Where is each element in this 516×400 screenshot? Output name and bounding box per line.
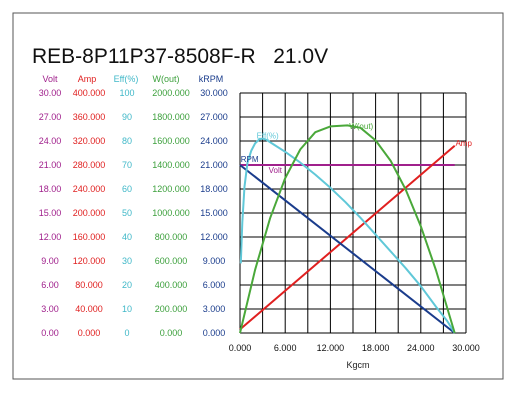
y-tick-label-wout: 400.000 [155,280,188,290]
y-tick-label-volt: 27.00 [39,112,62,122]
y-tick-label-eff: 80 [122,136,132,146]
y-tick-label-eff: 40 [122,232,132,242]
y-tick-label-wout: 1200.000 [152,184,190,194]
y-tick-label-wout: 200.000 [155,304,188,314]
y-tick-label-krpm: 27.000 [200,112,228,122]
y-tick-label-volt: 18.00 [39,184,62,194]
y-tick-label-amp: 0.000 [78,328,101,338]
y-tick-label-amp: 200.000 [73,208,106,218]
y-tick-label-wout: 800.000 [155,232,188,242]
y-tick-label-eff: 100 [119,88,134,98]
y-tick-label-eff: 30 [122,256,132,266]
y-tick-label-volt: 9.00 [41,256,59,266]
x-axis-label: Kgcm [346,360,369,370]
y-tick-label-amp: 120.000 [73,256,106,266]
y-header-volt: Volt [42,74,58,84]
y-tick-label-krpm: 21.000 [200,160,228,170]
y-tick-label-wout: 1800.000 [152,112,190,122]
y-tick-label-amp: 160.000 [73,232,106,242]
series-annotation-rpm: RPM [241,155,259,164]
series-line-amp [239,145,456,331]
y-tick-label-eff: 20 [122,280,132,290]
y-tick-label-wout: 1600.000 [152,136,190,146]
series-annotation-amp: Amp [455,139,472,148]
series-annotations: RPM Eff(%) Volt W(out) Amp [241,122,473,175]
series-line-eff [239,137,456,334]
y-tick-label-eff: 10 [122,304,132,314]
y-tick-label-wout: 600.000 [155,256,188,266]
y-header-eff: Eff(%) [114,74,139,84]
y-tick-label-krpm: 9.000 [203,256,226,266]
y-tick-label-amp: 360.000 [73,112,106,122]
x-tick-label: 12.000 [317,343,345,353]
y-tick-label-amp: 320.000 [73,136,106,146]
y-tick-label-volt: 12.00 [39,232,62,242]
y-tick-label-volt: 0.00 [41,328,59,338]
y-tick-label-eff: 90 [122,112,132,122]
y-tick-label-krpm: 3.000 [203,304,226,314]
series-line-krpm [239,164,456,334]
y-axis-headers: Volt Amp Eff(%) W(out) kRPM [42,74,223,84]
y-tick-label-volt: 21.00 [39,160,62,170]
y-tick-label-wout: 1400.000 [152,160,190,170]
y-tick-label-eff: 70 [122,160,132,170]
y-tick-labels: 0.00 3.00 6.00 9.00 12.00 15.00 18.00 21.00 24.0… [39,88,228,338]
y-tick-label-krpm: 24.000 [200,136,228,146]
x-tick-label: 6.000 [274,343,297,353]
y-header-wout: W(out) [153,74,180,84]
chart-border [12,12,504,380]
y-tick-label-wout: 0.000 [160,328,183,338]
chart-title: REB-8P11P37-8508F-R 21.0V [32,45,328,68]
y-tick-label-eff: 50 [122,208,132,218]
y-tick-label-volt: 6.00 [41,280,59,290]
y-tick-label-volt: 30.00 [39,88,62,98]
y-header-amp: Amp [78,74,97,84]
y-tick-label-krpm: 0.000 [203,328,226,338]
x-tick-label: 0.000 [229,343,252,353]
y-tick-label-eff: 0 [124,328,129,338]
series-annotation-wout: W(out) [349,122,373,131]
y-tick-label-wout: 1000.000 [152,208,190,218]
x-tick-label: 24.000 [407,343,435,353]
y-tick-label-volt: 15.00 [39,208,62,218]
y-tick-label-amp: 40.000 [75,304,103,314]
x-tick-label: 18.000 [362,343,390,353]
y-tick-label-amp: 80.000 [75,280,103,290]
y-tick-label-krpm: 18.000 [200,184,228,194]
y-tick-label-amp: 240.000 [73,184,106,194]
y-tick-label-amp: 280.000 [73,160,106,170]
y-tick-label-volt: 24.00 [39,136,62,146]
y-tick-label-krpm: 15.000 [200,208,228,218]
y-tick-label-wout: 2000.000 [152,88,190,98]
y-tick-label-krpm: 30.000 [200,88,228,98]
y-tick-label-krpm: 6.000 [203,280,226,290]
y-tick-label-krpm: 12.000 [200,232,228,242]
series-line-wout [239,124,456,334]
x-tick-labels: 0.000 6.000 12.000 18.000 24.000 30.000 [229,343,480,353]
series-annotation-eff: Eff(%) [257,132,279,141]
y-header-krpm: kRPM [199,74,224,84]
y-tick-label-eff: 60 [122,184,132,194]
plot-grid [239,92,467,334]
series-annotation-volt: Volt [269,166,283,175]
x-tick-label: 30.000 [452,343,480,353]
y-tick-label-volt: 3.00 [41,304,59,314]
series-lines [239,124,456,334]
y-tick-label-amp: 400.000 [73,88,106,98]
